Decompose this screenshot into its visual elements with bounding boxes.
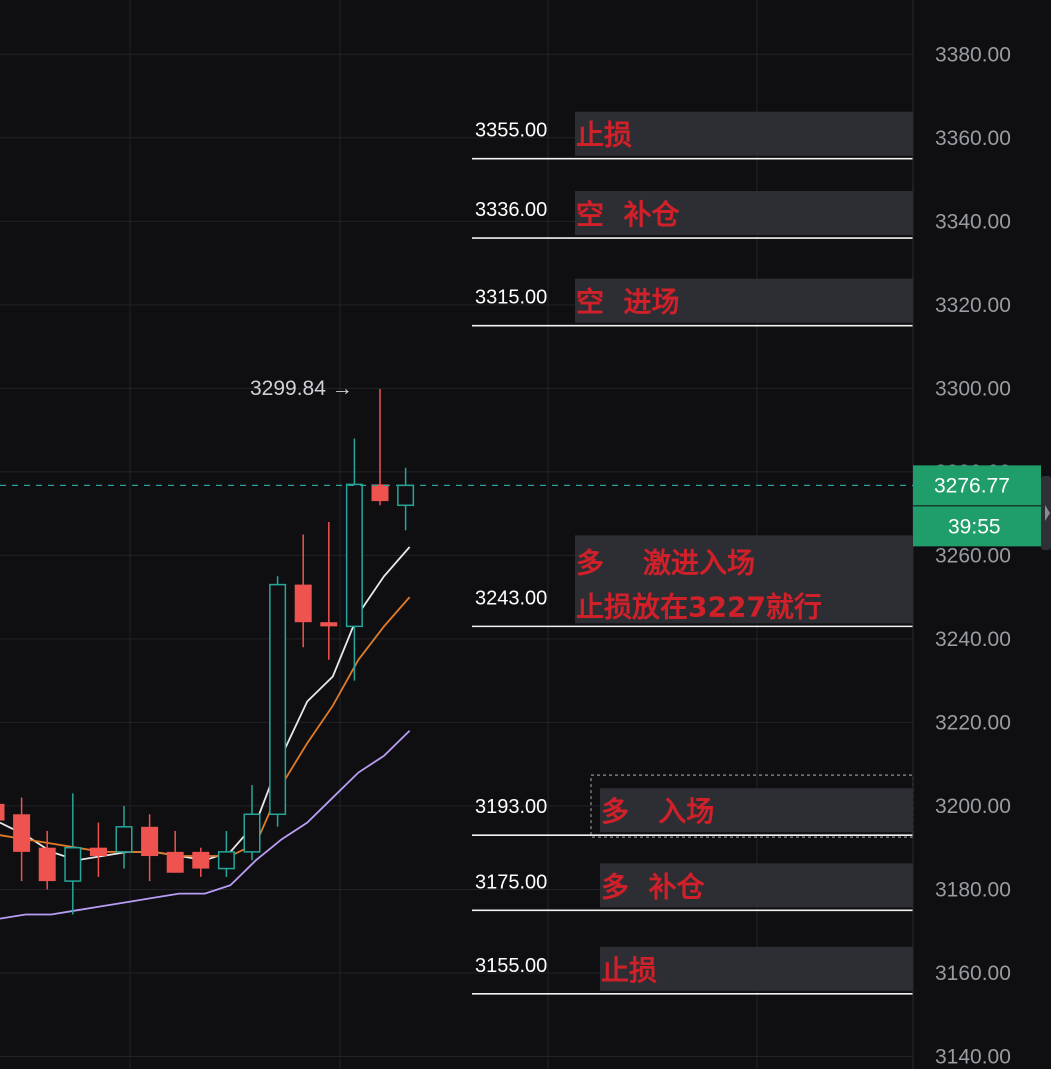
level-label-text: 多 激进入场 — [576, 546, 755, 579]
level-label-text: 空 补仓 — [576, 198, 680, 231]
candle-body — [371, 484, 389, 502]
level-label-bg — [575, 278, 913, 323]
candle-body — [345, 483, 363, 628]
price-tick-label: 3300.00 — [935, 377, 1011, 400]
candle — [115, 805, 133, 869]
current-price-text: 3276.77 — [934, 474, 1010, 497]
candle-body — [141, 826, 159, 857]
price-tick-label: 3220.00 — [935, 711, 1011, 734]
level-price-label: 3355.00 — [475, 120, 547, 142]
candle — [64, 793, 82, 915]
price-level[interactable]: 3315.00 空 进场 — [472, 278, 913, 327]
level-label-bg — [600, 788, 913, 833]
price-level[interactable]: 3336.00 空 补仓 — [472, 191, 913, 239]
level-label-bg — [600, 946, 913, 991]
candle-body — [243, 813, 261, 853]
level-label-text: 止损 — [601, 954, 657, 987]
axis-scroll-handle[interactable] — [1041, 476, 1051, 550]
price-tick-label: 3240.00 — [935, 628, 1011, 651]
candle — [294, 534, 312, 648]
price-tick-label: 3160.00 — [935, 962, 1011, 985]
candle-body — [320, 622, 338, 627]
price-level[interactable]: 3355.00 止损 — [472, 111, 913, 160]
candle-body — [38, 847, 56, 882]
chart-grid — [0, 0, 913, 1069]
candle-body — [166, 851, 184, 873]
candle — [0, 803, 5, 821]
moving-average-line — [0, 730, 411, 920]
moving-average-line — [0, 596, 411, 857]
candle-body — [294, 584, 312, 623]
level-price-label: 3315.00 — [475, 287, 547, 309]
candlesticks — [0, 389, 415, 915]
current-price-badge-bg — [913, 465, 1041, 506]
candle — [397, 467, 415, 531]
peak-price-label: 3299.84 → — [250, 377, 353, 400]
candle-body — [115, 826, 133, 853]
countdown-badge: 39:55 — [913, 506, 1041, 547]
countdown-text: 39:55 — [948, 515, 1001, 538]
candle — [269, 576, 287, 827]
candle — [192, 847, 210, 877]
candle — [243, 785, 261, 861]
candle — [166, 830, 184, 873]
candle-body — [13, 814, 31, 852]
candle-body — [64, 846, 82, 882]
candle-body — [89, 847, 107, 857]
candle — [371, 389, 389, 506]
price-tick-label: 3340.00 — [935, 210, 1011, 233]
level-label-bg — [575, 191, 913, 236]
candle — [38, 830, 56, 890]
candle — [217, 830, 235, 877]
price-level[interactable]: 3175.00 多 补仓 — [472, 863, 913, 912]
level-price-label: 3155.00 — [475, 955, 547, 977]
level-price-label: 3336.00 — [475, 199, 547, 221]
candle-body — [397, 484, 415, 507]
level-label-bg — [575, 111, 913, 156]
candle-body — [269, 583, 287, 816]
level-label-bg — [600, 863, 913, 908]
candle — [13, 797, 31, 882]
level-price-label: 3243.00 — [475, 587, 547, 609]
price-tick-label: 3380.00 — [935, 43, 1011, 66]
price-tick-label: 3180.00 — [935, 878, 1011, 901]
level-label-text: 空 进场 — [576, 286, 680, 319]
level-label-text: 多 补仓 — [601, 870, 705, 903]
price-tick-label: 3140.00 — [935, 1045, 1011, 1068]
level-price-label: 3175.00 — [475, 871, 547, 893]
price-tick-label: 3320.00 — [935, 294, 1011, 317]
current-price-badge: 3276.77 — [913, 465, 1041, 506]
candle-body — [217, 851, 235, 870]
price-tick-label: 3260.00 — [935, 544, 1011, 567]
level-label-bg — [575, 535, 913, 624]
candle — [141, 814, 159, 882]
countdown-badge-bg — [913, 506, 1041, 547]
level-label-text: 多 入场 — [601, 795, 714, 828]
level-label-text: 止损放在3227就行 — [576, 590, 822, 623]
candle — [89, 822, 107, 877]
price-tick-label: 3360.00 — [935, 127, 1011, 150]
price-axis: 3380.003360.003340.003320.003300.003280.… — [935, 43, 1011, 1068]
candle-body — [0, 803, 5, 821]
level-price-label: 3193.00 — [475, 796, 547, 818]
candle-body — [192, 851, 210, 869]
candle — [345, 438, 363, 681]
price-level[interactable]: 3193.00 多 入场 — [472, 774, 914, 838]
candle — [320, 521, 338, 660]
level-label-text: 止损 — [576, 119, 632, 152]
price-levels: 3355.00 止损 3336.00 空 补仓 3315.00 空 进场 3243.00 多 … — [472, 111, 914, 995]
price-level[interactable]: 3155.00 止损 — [472, 946, 913, 995]
price-tick-label: 3200.00 — [935, 795, 1011, 818]
